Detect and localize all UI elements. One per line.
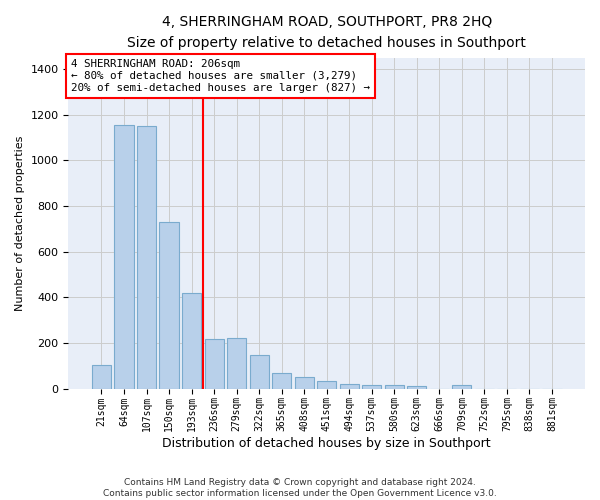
Text: Contains HM Land Registry data © Crown copyright and database right 2024.
Contai: Contains HM Land Registry data © Crown c… [103,478,497,498]
Bar [317,380,336,388]
Y-axis label: Number of detached properties: Number of detached properties [15,136,25,311]
Bar [160,222,179,388]
Bar [250,356,269,388]
Bar [340,384,359,388]
Title: 4, SHERRINGHAM ROAD, SOUTHPORT, PR8 2HQ
Size of property relative to detached ho: 4, SHERRINGHAM ROAD, SOUTHPORT, PR8 2HQ … [127,15,526,50]
Bar [407,386,427,388]
Bar [205,339,224,388]
Bar [227,338,246,388]
Bar [272,372,291,388]
Bar [452,385,472,388]
Bar [137,126,156,388]
Bar [295,376,314,388]
Text: 4 SHERRINGHAM ROAD: 206sqm
← 80% of detached houses are smaller (3,279)
20% of s: 4 SHERRINGHAM ROAD: 206sqm ← 80% of deta… [71,60,370,92]
Bar [362,384,382,388]
X-axis label: Distribution of detached houses by size in Southport: Distribution of detached houses by size … [163,437,491,450]
Bar [182,292,201,388]
Bar [115,125,134,388]
Bar [92,364,111,388]
Bar [385,385,404,388]
